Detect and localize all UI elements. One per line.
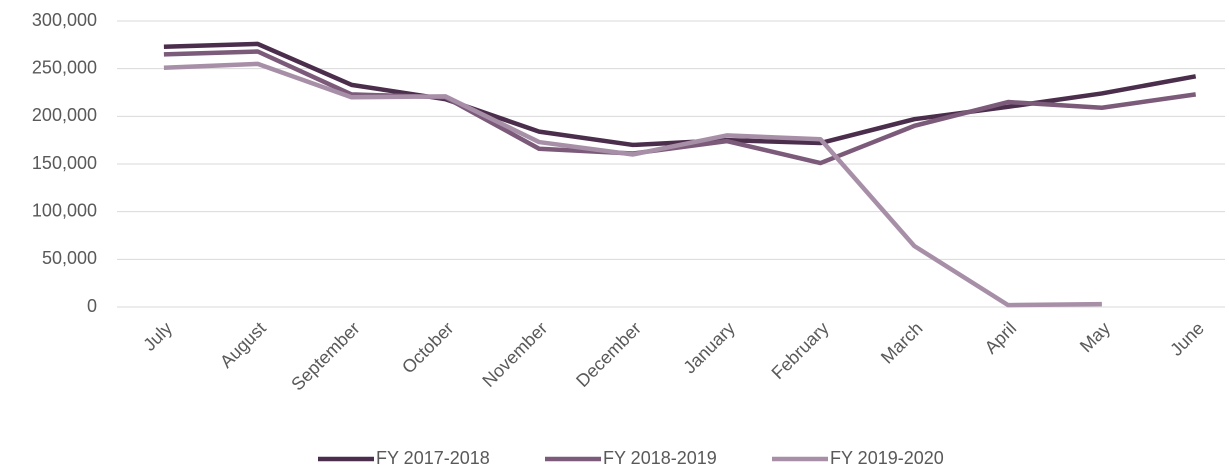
x-tick-label: July — [139, 318, 176, 355]
x-tick-label: August — [216, 318, 270, 372]
y-tick-label: 300,000 — [32, 10, 97, 30]
x-tick-label: June — [1166, 318, 1208, 360]
series-line — [163, 49, 1197, 166]
y-tick-label: 0 — [87, 296, 97, 316]
series-line — [163, 41, 1197, 148]
y-tick-label: 200,000 — [32, 105, 97, 125]
x-tick-label: April — [981, 318, 1021, 358]
x-tick-label: January — [679, 318, 738, 377]
y-tick-label: 250,000 — [32, 57, 97, 77]
x-tick-label: October — [398, 318, 457, 377]
x-tick-label: February — [768, 318, 833, 383]
legend-label: FY 2017-2018 — [376, 448, 490, 468]
x-tick-label: September — [287, 318, 363, 394]
x-tick-label: December — [572, 318, 645, 391]
x-tick-label: November — [478, 318, 551, 391]
x-tick-label: May — [1076, 318, 1114, 356]
legend-label: FY 2018-2019 — [603, 448, 717, 468]
x-tick-label: March — [877, 318, 927, 368]
series-line — [163, 61, 1102, 308]
y-tick-label: 150,000 — [32, 153, 97, 173]
y-tick-label: 50,000 — [42, 248, 97, 268]
legend-label: FY 2019-2020 — [830, 448, 944, 468]
y-tick-label: 100,000 — [32, 200, 97, 220]
